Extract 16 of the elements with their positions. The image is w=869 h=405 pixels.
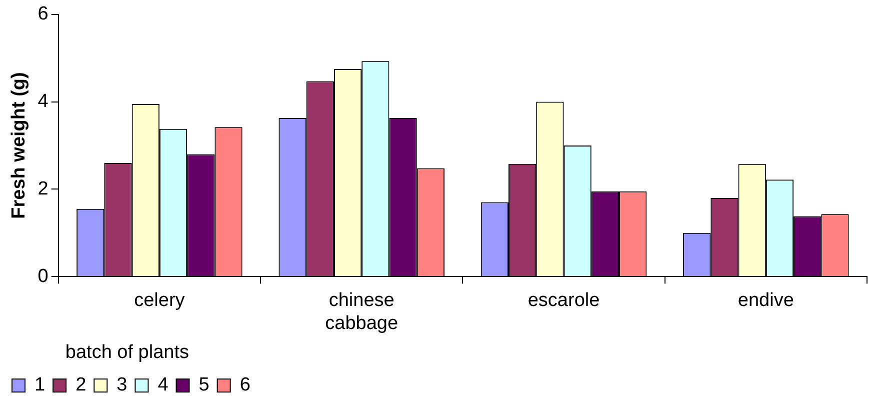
y-tick-label: 0 [38, 266, 48, 287]
legend-label: 1 [34, 374, 46, 396]
x-tick-label: escarole [528, 290, 600, 312]
y-tick-label: 6 [38, 4, 48, 25]
legend-label: 3 [116, 374, 128, 396]
legend-label: 2 [76, 374, 86, 396]
legend-label: 5 [198, 374, 210, 396]
y-tick-label: 4 [38, 91, 49, 112]
x-tick-label: chinese cabbage [325, 290, 398, 334]
legend-title: batch of plants [65, 342, 189, 363]
y-axis-title: Fresh weight (g) [8, 72, 30, 219]
legend-label: 4 [158, 374, 169, 396]
legend-label: 6 [240, 374, 250, 396]
y-tick-label: 2 [38, 178, 48, 200]
x-tick-label: endive [738, 290, 794, 312]
x-tick-label: celery [134, 290, 186, 312]
